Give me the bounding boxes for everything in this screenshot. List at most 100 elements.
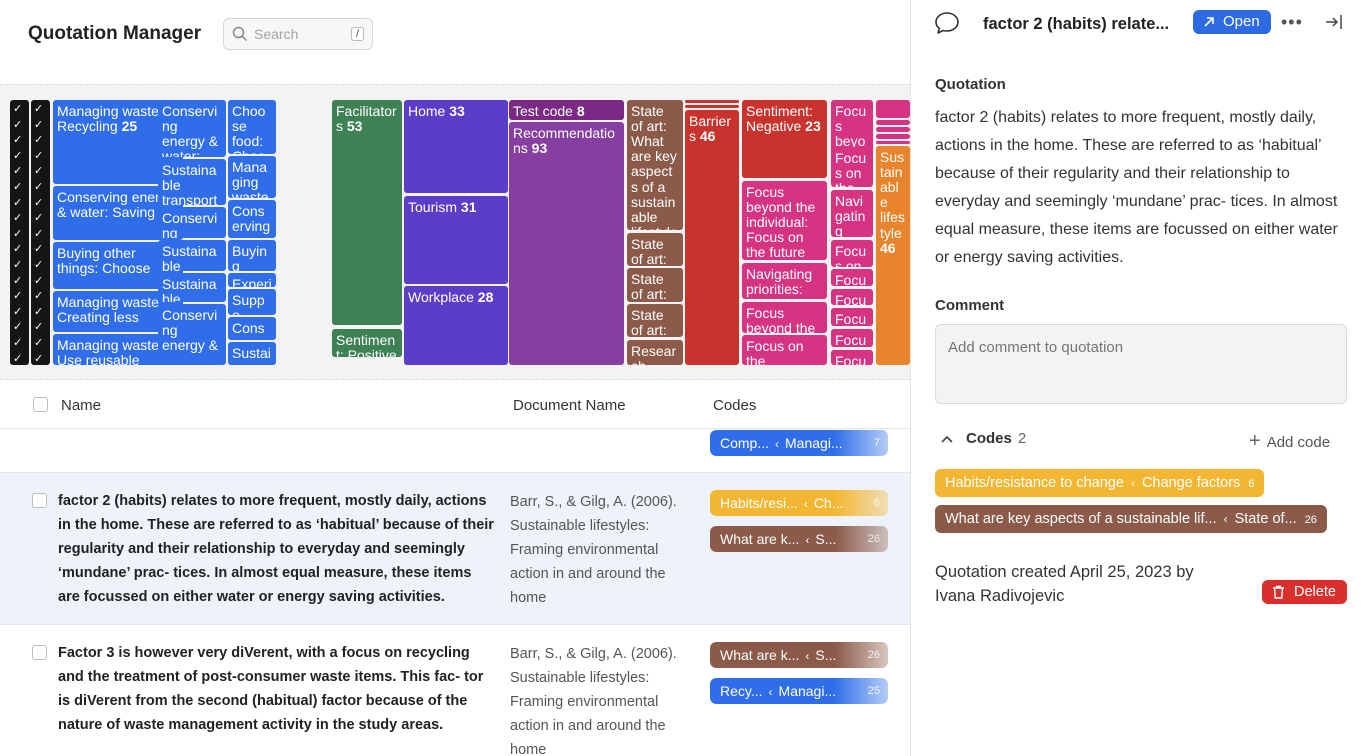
treemap-tile[interactable]: Sustai bbox=[228, 342, 276, 365]
treemap-tile[interactable]: Conserving energy & water: bbox=[158, 207, 226, 238]
collapse-panel-icon[interactable] bbox=[1325, 14, 1343, 30]
treemap-tile[interactable]: Focus beyond the individual: Focus on th… bbox=[742, 181, 827, 260]
treemap-tile[interactable]: Experi bbox=[228, 273, 276, 287]
code-chip[interactable]: What are k... ‹ S... 26 bbox=[710, 642, 888, 668]
code-chip[interactable]: What are key aspects of a sustainable li… bbox=[935, 505, 1327, 533]
treemap-tile[interactable]: Focus beyond the bbox=[742, 302, 827, 333]
treemap-tile[interactable]: Buying other bbox=[228, 240, 276, 271]
treemap-tile[interactable]: Conserving energy & water: bbox=[158, 100, 226, 157]
treemap-tile[interactable]: Sustainable transport options: bbox=[158, 159, 226, 205]
treemap-tile[interactable]: Navigating priorities: Trade bbox=[831, 190, 873, 237]
quotation-body: factor 2 (habits) relates to more freque… bbox=[935, 109, 1338, 266]
row-checkbox[interactable] bbox=[32, 645, 47, 660]
treemap-tile[interactable]: Sentiment: Negative 23 bbox=[742, 100, 827, 178]
delete-button[interactable]: Delete bbox=[1262, 580, 1347, 604]
treemap-tile-sliver[interactable] bbox=[876, 141, 910, 144]
document-name: Barr, S., & Gilg, A. (2006). Sustainable… bbox=[510, 494, 677, 606]
treemap-tile-small[interactable] bbox=[10, 100, 29, 365]
treemap-tile[interactable]: State of art: What are key aspects of a … bbox=[627, 100, 683, 230]
quotation-detail-panel: factor 2 (habits) relate... Open ••• Quo… bbox=[910, 0, 1364, 756]
column-header-codes[interactable]: Codes bbox=[713, 397, 757, 414]
open-button[interactable]: Open bbox=[1193, 10, 1271, 34]
treemap-tile-label: Focus on the bbox=[835, 150, 867, 187]
code-chip-label: Recy... bbox=[720, 683, 763, 699]
treemap-tile-sliver[interactable] bbox=[876, 134, 910, 139]
treemap-tile[interactable]: Tourism 31 bbox=[404, 196, 508, 284]
treemap-tile[interactable]: Focus bbox=[831, 329, 873, 347]
treemap-tile-sliver[interactable] bbox=[876, 120, 910, 125]
treemap-tile[interactable]: Recommendations 93 bbox=[509, 122, 624, 365]
treemap-tile[interactable]: State of art: bbox=[627, 233, 683, 266]
treemap-tile-label: Managing waste: Creating less bbox=[57, 294, 163, 326]
table-row[interactable]: Comp... ‹ Managi... 7 bbox=[0, 430, 910, 473]
add-code-button[interactable]: + Add code bbox=[1249, 430, 1330, 453]
treemap-tile[interactable]: State of art: bbox=[627, 304, 683, 337]
treemap-tile[interactable]: State of art: bbox=[627, 268, 683, 302]
treemap-tile[interactable]: Focus bbox=[831, 269, 873, 286]
created-info: Quotation created April 25, 2023 by Ivan… bbox=[935, 563, 1194, 605]
table-header: Name Document Name Codes bbox=[0, 381, 910, 429]
row-checkbox[interactable] bbox=[32, 493, 47, 508]
treemap-tile[interactable]: Conse bbox=[228, 317, 276, 340]
search-box[interactable]: / bbox=[223, 18, 373, 50]
treemap-tile[interactable]: Focus bbox=[831, 289, 873, 305]
table-row[interactable]: factor 2 (habits) relates to more freque… bbox=[0, 473, 910, 625]
treemap-tile[interactable]: Sustainable lifestyle 46 bbox=[876, 146, 910, 365]
code-chip[interactable]: Comp... ‹ Managi... 7 bbox=[710, 430, 888, 456]
treemap-tile[interactable]: Focus bbox=[831, 308, 873, 326]
treemap-tile-sliver[interactable] bbox=[685, 105, 739, 108]
treemap-tile-label: Managing waste: C bbox=[232, 159, 269, 198]
treemap-tile-label: State of art: What are key aspects of a … bbox=[631, 103, 678, 230]
treemap-tile[interactable]: Test code 8 bbox=[509, 100, 624, 120]
select-all-checkbox[interactable] bbox=[33, 397, 48, 412]
treemap-tile[interactable]: Sustainable transport bbox=[158, 273, 226, 302]
treemap-tile-label: Focus on the bbox=[746, 338, 804, 365]
tile-glyph-icon: ✓ bbox=[34, 321, 44, 334]
treemap-tile[interactable]: Managing waste: C bbox=[228, 156, 276, 198]
treemap-tile[interactable]: Home 33 bbox=[404, 100, 508, 193]
tile-glyph-icon: ✓ bbox=[13, 149, 23, 162]
treemap-tile-small[interactable] bbox=[31, 100, 50, 365]
treemap-tile[interactable]: Sentiment: Positive bbox=[332, 329, 402, 357]
treemap-tile-sliver[interactable] bbox=[685, 100, 739, 103]
treemap-tile-count: 28 bbox=[473, 289, 494, 305]
chevron-up-icon[interactable] bbox=[941, 435, 953, 445]
treemap-tile[interactable]: Research bbox=[627, 340, 683, 365]
treemap-tile[interactable]: Focus on the bbox=[742, 335, 827, 365]
code-chip[interactable]: Habits/resi... ‹ Ch... 6 bbox=[710, 490, 888, 516]
codes-section-label[interactable]: Codes 2 bbox=[966, 430, 1026, 447]
arrow-up-right-icon bbox=[1204, 17, 1214, 27]
treemap-tile[interactable]: Barriers 46 bbox=[685, 110, 739, 365]
code-chip-label: Comp... bbox=[720, 435, 770, 451]
treemap-tile-count: 31 bbox=[457, 199, 477, 215]
search-shortcut: / bbox=[350, 27, 364, 41]
comment-input[interactable] bbox=[935, 324, 1347, 404]
treemap-tile-label: Conserving energy & water: Saving bbox=[57, 189, 175, 221]
treemap-tile-label: Sustainable transport options: bbox=[162, 162, 218, 205]
treemap-tile[interactable]: Workplace 28 bbox=[404, 286, 508, 365]
code-chip[interactable]: What are k... ‹ S... 26 bbox=[710, 526, 888, 552]
column-header-document[interactable]: Document Name bbox=[513, 397, 626, 414]
treemap-tile[interactable]: Navigating priorities: Balancing bbox=[742, 263, 827, 299]
column-header-name[interactable]: Name bbox=[61, 397, 102, 414]
treemap-tile[interactable]: Choose food: Choose bbox=[228, 100, 276, 154]
treemap-tile-sliver[interactable] bbox=[876, 127, 910, 132]
treemap-tile-label: State of art: bbox=[631, 307, 667, 337]
treemap-tile[interactable]: Conserving energy & bbox=[228, 200, 276, 238]
table-row[interactable]: Factor 3 is however very diVerent, with … bbox=[0, 626, 910, 756]
search-input[interactable] bbox=[254, 26, 344, 42]
treemap-tile[interactable]: Focus on bbox=[831, 240, 873, 267]
treemap-tile-sliver[interactable] bbox=[876, 100, 910, 118]
treemap-tile[interactable]: Facilitators 53 bbox=[332, 100, 402, 325]
code-chip[interactable]: Habits/resistance to change ‹ Change facto… bbox=[935, 469, 1265, 497]
chevron-left-icon: ‹ bbox=[775, 437, 780, 451]
code-chip[interactable]: Recy... ‹ Managi... 25 bbox=[710, 678, 888, 704]
open-button-label: Open bbox=[1223, 13, 1260, 30]
treemap-tile[interactable]: Suppo bbox=[228, 289, 276, 315]
treemap-tile[interactable]: Focus on the bbox=[831, 147, 873, 187]
code-chip-count: 25 bbox=[867, 685, 880, 697]
treemap-tile[interactable]: Conserving energy & bbox=[158, 304, 226, 365]
treemap-tile[interactable]: Sustainable transport bbox=[158, 240, 226, 271]
treemap-tile[interactable]: Focus bbox=[831, 350, 873, 365]
more-options-icon[interactable]: ••• bbox=[1281, 12, 1303, 32]
